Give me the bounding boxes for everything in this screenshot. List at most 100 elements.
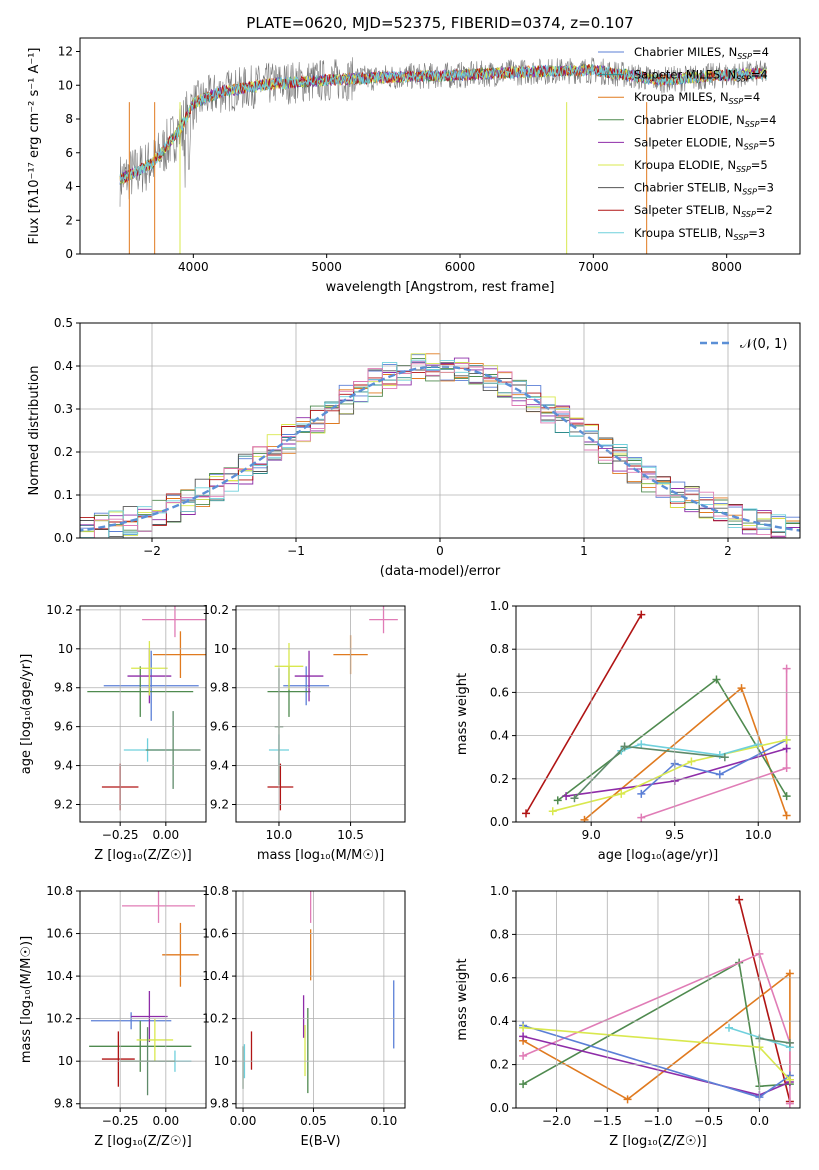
y-tick-label: 0.6 bbox=[490, 971, 509, 985]
mass-weight-point-marker bbox=[570, 794, 579, 803]
legend-model-name: Chabrier STELIB, N bbox=[634, 181, 742, 195]
legend-entry: Kroupa STELIB, NSSP=3 bbox=[634, 226, 765, 242]
mass-weight-series-line bbox=[557, 678, 788, 802]
legend-nssp-subscript: SSP bbox=[745, 120, 760, 129]
x-tick-label: 0.10 bbox=[371, 1114, 398, 1128]
panel-mass-vs-Z: −0.25 0.00 9.8 10 10.2 10.4 10.6 10.8 Z [log₁₀(Z… bbox=[19, 884, 207, 1149]
x-tick-label: −1.0 bbox=[643, 1114, 672, 1128]
plot-area bbox=[89, 891, 199, 1096]
y-tick-label: 9.4 bbox=[210, 759, 229, 773]
y-tick-label: 1.0 bbox=[490, 884, 509, 898]
panel-age-vs-Z: −0.25 0.00 9.2 9.4 9.6 9.8 10 10.2 Z [log₁₀(Z/Z☉… bbox=[19, 603, 207, 863]
y-tick-label: 0.4 bbox=[490, 1014, 509, 1028]
x-tick-label: 10.0 bbox=[266, 828, 293, 842]
panel-mass-vs-EBV: 0.00 0.05 0.10 9.8 10 10.2 10.4 10.6 10.8 E(B-V) bbox=[202, 884, 406, 1149]
legend-model-name: Salpeter MILES, N bbox=[634, 68, 736, 82]
y-tick-label: 9.6 bbox=[210, 720, 229, 734]
x-tick-label: −1 bbox=[287, 544, 305, 558]
x-tick-label: −2 bbox=[143, 544, 161, 558]
panel-age-vs-mass: 10.0 10.5 9.2 9.4 9.6 9.8 10 10.2 mass [log₁₀(M/… bbox=[202, 603, 406, 863]
figure-title: PLATE=0620, MJD=52375, FIBERID=0374, z=0… bbox=[246, 14, 633, 32]
legend-nssp-subscript: SSP bbox=[737, 52, 752, 61]
x-tick-label: 0.00 bbox=[230, 1114, 257, 1128]
mass-weight-point-marker bbox=[785, 969, 794, 978]
y-tick-label: 4 bbox=[65, 180, 73, 194]
axes-frame bbox=[515, 605, 801, 823]
x-axis-label: (data-model)/error bbox=[380, 564, 501, 579]
panel-spectrum: 4000 5000 6000 7000 8000 0 2 4 6 8 10 12 wavelength … bbox=[27, 37, 801, 295]
axes-frame bbox=[235, 890, 406, 1109]
mass-weight-point-marker bbox=[617, 789, 626, 798]
legend-model-name: Salpeter ELODIE, N bbox=[634, 135, 744, 149]
legend-entry: 𝒩(0, 1) bbox=[740, 337, 787, 352]
y-tick-label: 10 bbox=[58, 1054, 73, 1068]
mass-weight-point-marker bbox=[782, 744, 791, 753]
legend-nssp-subscript: SSP bbox=[744, 142, 759, 151]
y-tick-label: 0.5 bbox=[54, 316, 73, 330]
legend-model-name: Chabrier ELODIE, N bbox=[634, 113, 745, 127]
x-axis-label: wavelength [Angstrom, rest frame] bbox=[326, 280, 555, 295]
y-tick-label: 0.2 bbox=[490, 1058, 509, 1072]
plot-area bbox=[87, 606, 206, 811]
x-tick-label: 10.5 bbox=[337, 828, 364, 842]
plot-area bbox=[242, 891, 395, 1094]
mass-weight-point-marker bbox=[637, 789, 646, 798]
y-tick-label: 10.4 bbox=[46, 969, 73, 983]
legend-nssp-value: =2 bbox=[756, 203, 773, 217]
legend-model-name: Kroupa ELODIE, N bbox=[634, 158, 736, 172]
mass-weight-point-marker bbox=[553, 796, 562, 805]
panel-mass-weight-vs-age: 9.0 9.5 10.0 0.0 0.2 0.4 0.6 0.8 1.0 age [log₁₀(a… bbox=[455, 599, 801, 863]
panel-residual-distribution: −2 −1 0 1 2 0.0 0.1 0.2 0.3 0.4 0.5 (data-model)/er… bbox=[27, 316, 801, 579]
x-tick-label: 10.0 bbox=[745, 828, 772, 842]
mass-weight-point-marker bbox=[782, 764, 791, 772]
axes-frame bbox=[79, 605, 207, 823]
y-axis-label: mass [log₁₀(M/M☉)] bbox=[19, 936, 34, 1063]
plot-area bbox=[119, 57, 767, 254]
legend-entry: Chabrier MILES, NSSP=4 bbox=[634, 45, 769, 61]
y-axis-label: Flux [fλ10⁻¹⁷ erg cm⁻² s⁻¹ A⁻¹] bbox=[27, 48, 42, 245]
plot-area bbox=[267, 606, 398, 811]
x-tick-label: 9.5 bbox=[665, 828, 684, 842]
y-tick-label: 2 bbox=[65, 213, 73, 227]
y-tick-label: 10.6 bbox=[46, 927, 73, 941]
x-tick-label: 0.05 bbox=[300, 1114, 327, 1128]
y-tick-label: 0.0 bbox=[54, 531, 73, 545]
legend-entry: Salpeter ELODIE, NSSP=5 bbox=[634, 135, 775, 151]
y-tick-label: 10 bbox=[58, 642, 73, 656]
mass-weight-series-line bbox=[522, 971, 791, 1101]
legend-nssp-subscript: SSP bbox=[729, 97, 744, 106]
legend-nssp-subscript: SSP bbox=[736, 75, 751, 84]
x-tick-label: 6000 bbox=[445, 260, 476, 274]
mass-weight-point-marker bbox=[782, 792, 791, 801]
x-axis-label: Z [log₁₀(Z/Z☉)] bbox=[94, 1134, 191, 1149]
y-tick-label: 10.4 bbox=[202, 969, 229, 983]
mass-weight-point-marker bbox=[548, 807, 557, 816]
x-axis-label: Z [log₁₀(Z/Z☉)] bbox=[94, 848, 191, 863]
y-tick-label: 0.6 bbox=[490, 685, 509, 699]
y-tick-label: 10.6 bbox=[202, 927, 229, 941]
y-tick-label: 9.8 bbox=[54, 681, 73, 695]
mass-weight-point-marker bbox=[522, 809, 531, 818]
y-tick-label: 9.2 bbox=[54, 797, 73, 811]
y-tick-label: 0.0 bbox=[490, 815, 509, 829]
x-tick-label: 2 bbox=[724, 544, 732, 558]
x-tick-label: 4000 bbox=[178, 260, 209, 274]
y-tick-label: 6 bbox=[65, 146, 73, 160]
y-axis-label: mass weight bbox=[455, 673, 470, 755]
legend-nssp-subscript: SSP bbox=[734, 233, 749, 242]
legend-entry: Kroupa ELODIE, NSSP=5 bbox=[634, 158, 768, 174]
x-tick-label: 8000 bbox=[711, 260, 742, 274]
x-tick-label: 9.0 bbox=[582, 828, 601, 842]
y-tick-label: 0 bbox=[65, 247, 73, 261]
y-tick-label: 0.1 bbox=[54, 488, 73, 502]
y-tick-label: 10 bbox=[58, 78, 73, 92]
legend-nssp-value: =3 bbox=[757, 181, 774, 195]
x-axis-label: Z [log₁₀(Z/Z☉)] bbox=[609, 1134, 706, 1149]
mass-weight-series-line bbox=[522, 961, 790, 1088]
x-tick-label: −2.0 bbox=[542, 1114, 571, 1128]
plot-area bbox=[519, 895, 794, 1108]
y-tick-label: 10.2 bbox=[202, 603, 229, 617]
mass-weight-series-line bbox=[759, 1037, 791, 1044]
y-tick-label: 0.2 bbox=[490, 772, 509, 786]
x-tick-label: −0.5 bbox=[694, 1114, 723, 1128]
